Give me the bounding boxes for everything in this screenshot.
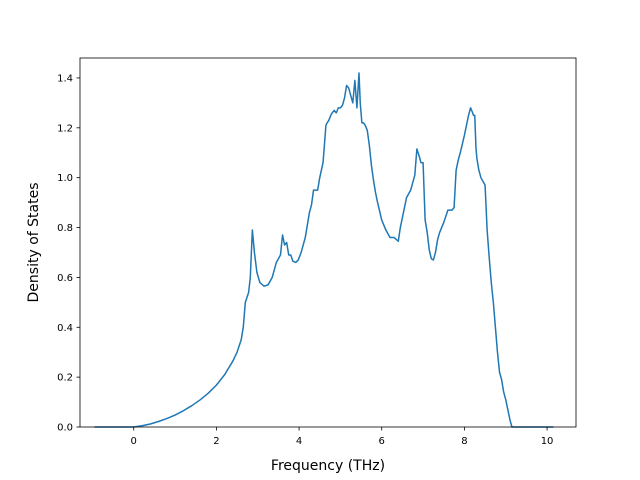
x-axis-ticks: 0 2 4 6 8 10 [131,427,554,447]
y-tick-label: 0.4 [57,323,73,334]
y-axis-ticks: 0.0 0.2 0.4 0.6 0.8 1.0 1.2 1.4 [57,73,80,434]
x-tick-label: 2 [213,436,219,447]
y-tick-label: 1.4 [57,73,73,84]
y-tick-label: 0.6 [57,273,73,284]
y-tick-label: 0.2 [57,373,73,384]
x-axis-title: Frequency (THz) [271,458,385,474]
x-tick-label: 6 [379,436,385,447]
plot-area [79,57,577,428]
x-tick-label: 8 [461,436,467,447]
x-tick-label: 4 [296,436,302,447]
y-tick-label: 0.0 [57,423,73,434]
x-tick-label: 0 [131,436,137,447]
y-tick-label: 1.2 [57,123,73,134]
y-tick-label: 1.0 [57,173,73,184]
x-tick-label: 10 [541,436,554,447]
plot-frame [79,57,577,428]
y-axis-title: Density of States [26,183,42,303]
y-tick-label: 0.8 [57,223,73,234]
dos-line-series-0 [94,72,554,428]
